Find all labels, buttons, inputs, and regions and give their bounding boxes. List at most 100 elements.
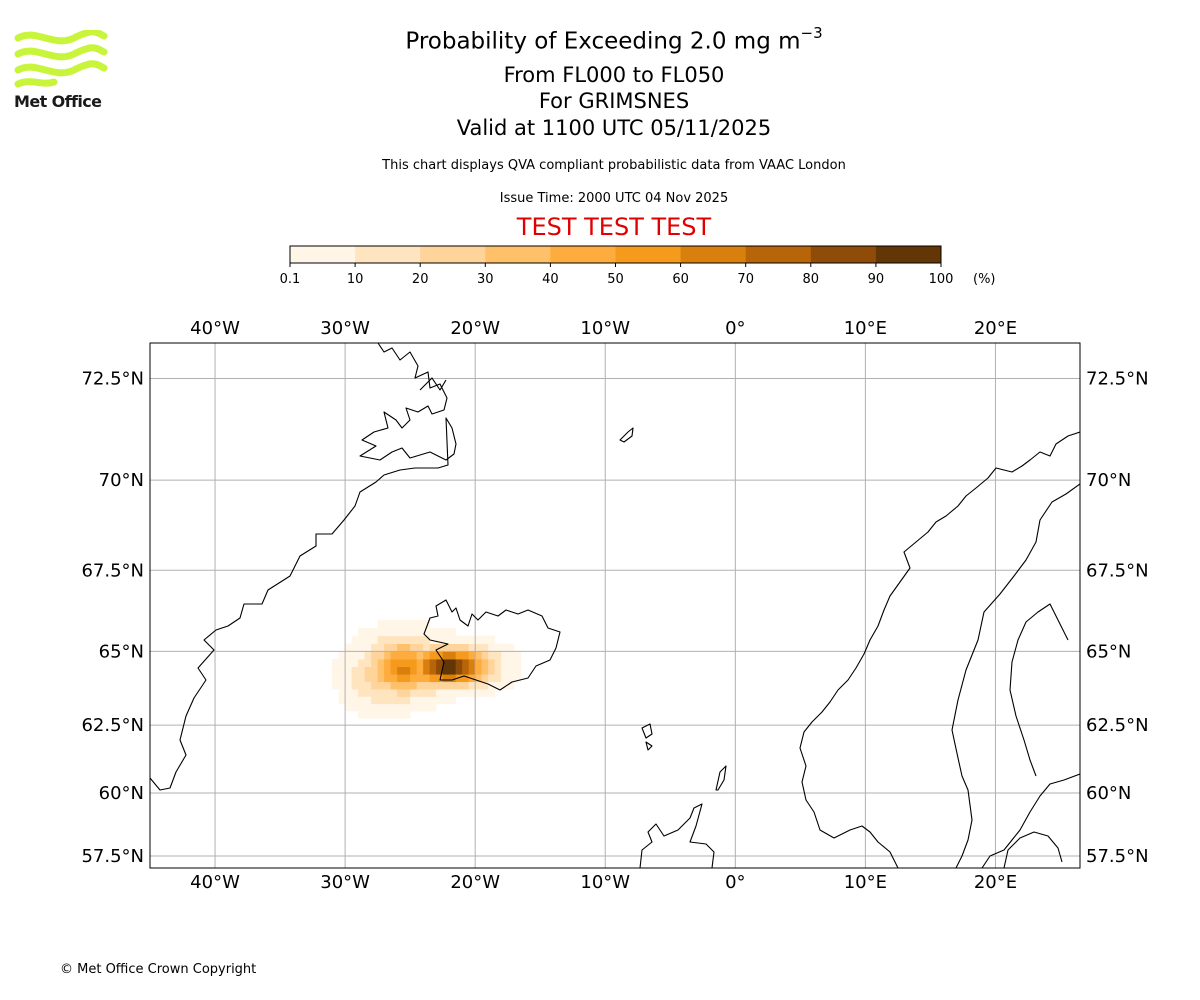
colorbar-segment [290, 246, 356, 263]
probability-cell [410, 703, 418, 712]
probability-cell [514, 666, 522, 675]
coastline-scandinavia [799, 431, 1080, 868]
probability-cell [494, 666, 502, 675]
probability-cell [332, 681, 340, 690]
probability-cell [442, 651, 450, 660]
probability-cell [423, 681, 431, 690]
colorbar-tick-label: 90 [868, 272, 885, 287]
probability-cell [384, 619, 392, 629]
lon-label-bottom: 0° [725, 872, 745, 893]
valid-time: Valid at 1100 UTC 05/11/2025 [456, 116, 772, 140]
probability-cell [371, 627, 379, 637]
lon-label-bottom: 10°E [844, 872, 887, 893]
probability-cell [468, 635, 476, 644]
probability-cell [390, 651, 398, 660]
probability-cell [351, 703, 359, 712]
probability-cell [371, 696, 379, 705]
map: 40°W 40°W 30°W 30°W 20°W 20°W 10°W 10°W 0° 0° 10°E… [81, 318, 1149, 893]
probability-cell [371, 689, 379, 697]
probability-cell [371, 681, 379, 690]
probability-cell [384, 659, 392, 668]
probability-cell [416, 651, 424, 660]
probability-cell [397, 666, 405, 675]
probability-cell [390, 659, 398, 668]
probability-cell [390, 635, 398, 644]
probability-cell [364, 659, 372, 668]
lat-label-left: 60°N [99, 783, 144, 804]
probability-cell [377, 681, 385, 690]
probability-cell [481, 643, 489, 652]
lon-label-top: 40°W [190, 318, 240, 339]
probability-cell [442, 666, 450, 675]
probability-cell [423, 627, 431, 637]
probability-cell [390, 674, 398, 683]
probability-cell [455, 666, 463, 675]
probability-cell [390, 689, 398, 697]
probability-cell [371, 674, 379, 683]
probability-cell [377, 659, 385, 668]
probability-cell [364, 689, 372, 697]
probability-cell [494, 674, 502, 683]
probability-cell [364, 710, 372, 719]
probability-cell [351, 666, 359, 675]
met-office-logo: Met Office [14, 28, 108, 112]
probability-cell [475, 651, 483, 660]
colorbar-tick-label: 60 [672, 272, 689, 287]
probability-cell [390, 703, 398, 712]
probability-cell [423, 635, 431, 644]
colorbar-tick-label: 80 [803, 272, 820, 287]
probability-cell [436, 635, 444, 644]
probability-cell [351, 696, 359, 705]
probability-cell [384, 674, 392, 683]
probability-cell [338, 696, 346, 705]
probability-cell [358, 635, 366, 644]
probability-cell [351, 681, 359, 690]
probability-cell [403, 703, 411, 712]
probability-cell [410, 696, 418, 705]
probability-cell [423, 651, 431, 660]
probability-cell [501, 659, 509, 668]
probability-cell [507, 659, 515, 668]
probability-cell [501, 681, 509, 690]
colorbar-unit: (%) [973, 272, 996, 287]
colorbar-tick-label: 50 [607, 272, 624, 287]
probability-cell [429, 635, 437, 644]
probability-cell [377, 710, 385, 719]
probability-cell [507, 651, 515, 660]
probability-cell [475, 681, 483, 690]
probability-cell [364, 643, 372, 652]
colorbar-tick-label: 70 [737, 272, 754, 287]
coastline-baltic [981, 773, 1080, 868]
colorbar-segment [485, 246, 551, 263]
probability-cell [410, 666, 418, 675]
probability-cell [384, 643, 392, 652]
lon-label-bottom: 20°W [450, 872, 500, 893]
probability-cell [449, 651, 457, 660]
probability-cell [514, 659, 522, 668]
colorbar-segment [355, 246, 421, 263]
probability-cell [358, 659, 366, 668]
probability-cell [449, 643, 457, 652]
lat-label-right: 62.5°N [1086, 715, 1149, 736]
probability-cell [423, 689, 431, 697]
probability-cell [481, 681, 489, 690]
probability-cell [423, 659, 431, 668]
probability-cell [410, 689, 418, 697]
probability-cell [449, 696, 457, 705]
probability-cell [390, 666, 398, 675]
probability-cell [442, 689, 450, 697]
logo-text: Met Office [14, 92, 102, 111]
probability-cell [397, 681, 405, 690]
probability-cell [481, 689, 489, 697]
probability-cell [410, 635, 418, 644]
probability-cell [384, 635, 392, 644]
probability-cell [449, 627, 457, 637]
probability-cell [423, 674, 431, 683]
probability-cell [338, 666, 346, 675]
probability-cell [358, 710, 366, 719]
probability-cell [410, 627, 418, 637]
probability-cell [351, 674, 359, 683]
probability-cell [436, 674, 444, 683]
probability-cell [371, 651, 379, 660]
probability-cell [390, 627, 398, 637]
